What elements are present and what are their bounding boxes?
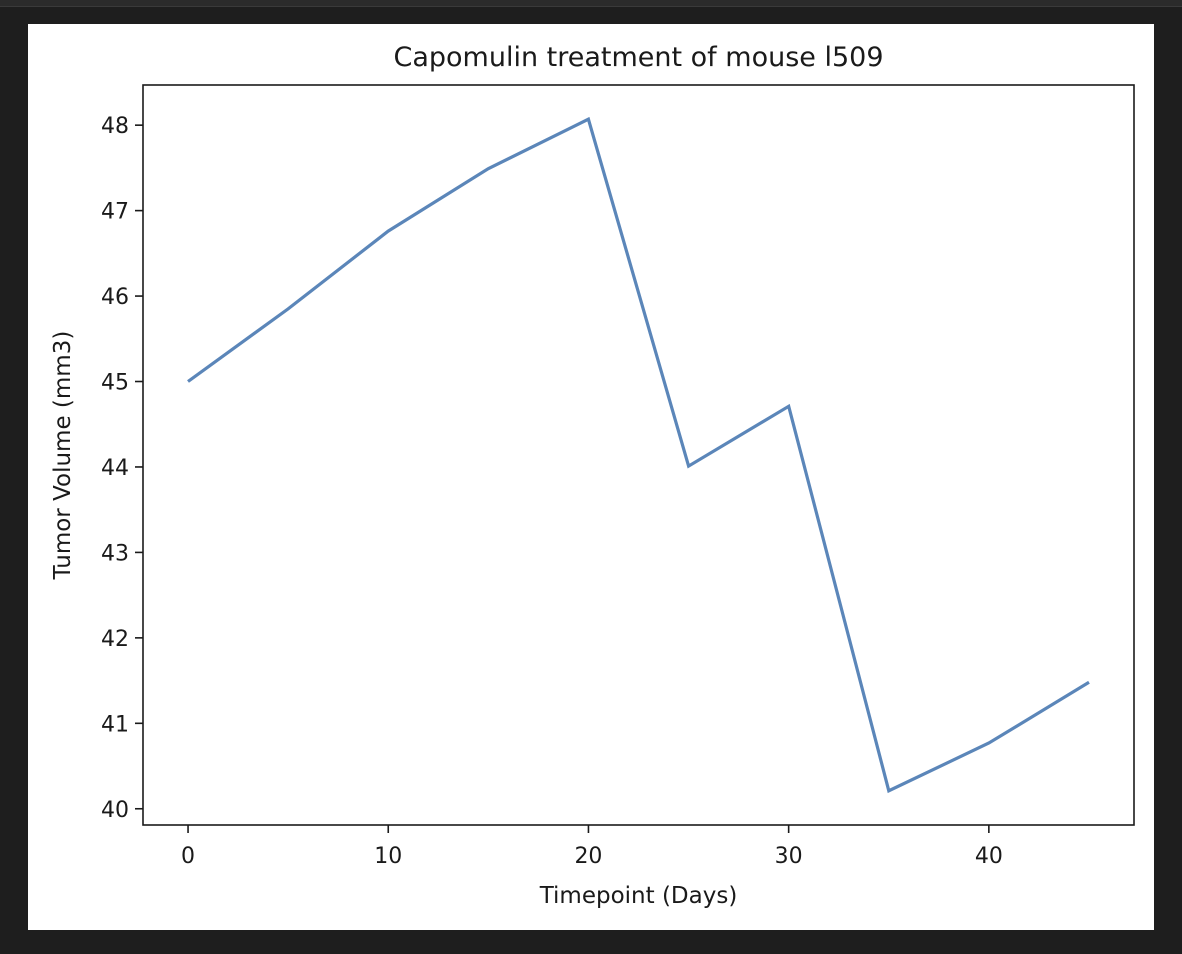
- window-top-bar: [0, 0, 1182, 7]
- x-tick-label: 30: [775, 844, 803, 869]
- y-axis-label: Tumor Volume (mm3): [50, 331, 76, 581]
- x-tick-label: 20: [574, 844, 602, 869]
- x-tick-label: 10: [374, 844, 402, 869]
- y-tick-label: 48: [101, 114, 129, 139]
- series-layer: [187, 116, 1090, 794]
- y-tick-label: 43: [101, 541, 129, 566]
- ticks: 0 10 20 30 40 40 41 42 43 44 45 46 47 48: [101, 114, 1003, 869]
- axes: [142, 84, 1135, 826]
- y-tick-label: 46: [101, 285, 129, 310]
- series-line: [187, 116, 1090, 794]
- plot-canvas: [28, 24, 1154, 930]
- y-tick-label: 47: [101, 200, 129, 225]
- x-tick-label: 0: [181, 844, 195, 869]
- plot-frame: [142, 84, 1135, 826]
- x-tick-label: 40: [975, 844, 1003, 869]
- y-tick-label: 45: [101, 371, 129, 396]
- y-tick-label: 41: [101, 712, 129, 737]
- chart-title: Capomulin treatment of mouse l509: [393, 42, 883, 73]
- y-tick-label: 42: [101, 627, 129, 652]
- x-axis-label: Timepoint (Days): [539, 883, 738, 909]
- y-tick-label: 40: [101, 798, 129, 823]
- y-tick-label: 44: [101, 456, 129, 481]
